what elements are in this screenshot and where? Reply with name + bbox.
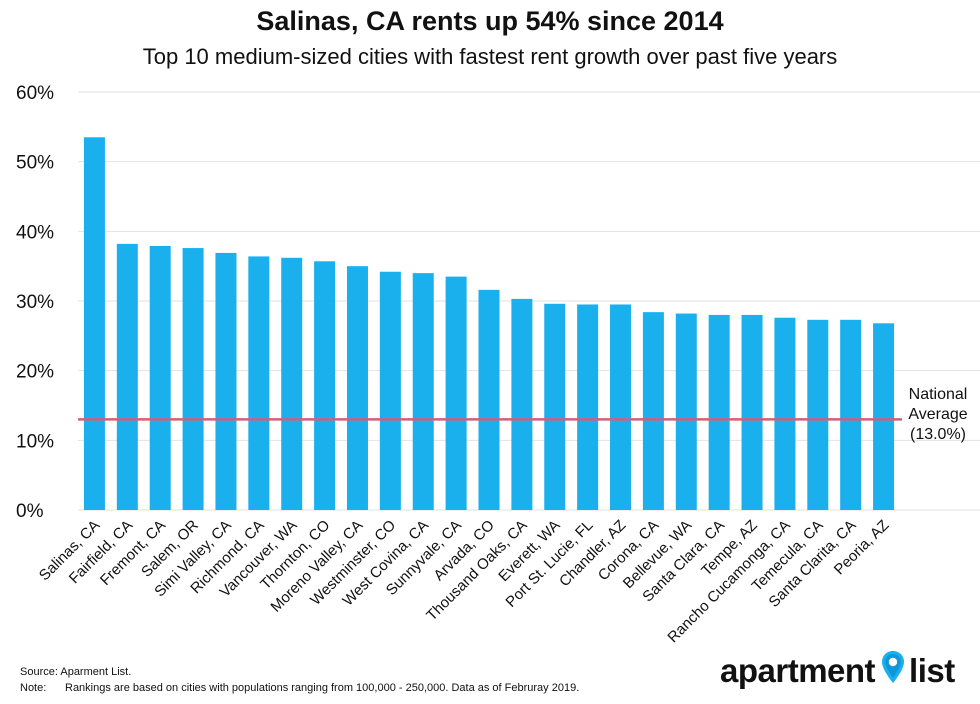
note-text: Rankings are based on cities with popula…: [65, 682, 580, 694]
bar: [116, 243, 138, 510]
y-tick-label: 30%: [16, 292, 54, 313]
apartment-list-logo: apartment list: [720, 646, 955, 696]
bar: [642, 312, 664, 510]
logo-word-list: list: [909, 652, 955, 689]
bar: [215, 252, 237, 510]
y-tick-label: 60%: [16, 83, 54, 104]
bar: [314, 261, 336, 510]
bar: [577, 304, 599, 510]
note-label: Note:: [20, 682, 47, 694]
bar: [675, 313, 697, 510]
bar: [610, 304, 632, 510]
national-average-label: National: [909, 386, 968, 403]
bar: [445, 276, 467, 510]
bar: [248, 256, 270, 510]
chart-subtitle: Top 10 medium-sized cities with fastest …: [142, 44, 838, 69]
y-tick-label: 50%: [16, 153, 54, 174]
source-note: Source: Aparment List.: [20, 666, 132, 678]
logo-word-apartment: apartment: [720, 652, 876, 689]
bar: [412, 273, 434, 510]
bar: [873, 323, 895, 510]
bar: [840, 319, 862, 510]
y-tick-label: 10%: [16, 431, 54, 452]
bar: [478, 289, 500, 510]
chart-title: Salinas, CA rents up 54% since 2014: [256, 6, 724, 36]
bar: [281, 257, 303, 510]
bar: [182, 248, 204, 510]
data-note: Note: Rankings are based on cities with p…: [20, 682, 579, 694]
bar: [774, 317, 796, 510]
bar: [741, 314, 763, 510]
bar: [379, 271, 401, 510]
bar: [708, 314, 730, 510]
y-tick-label: 40%: [16, 222, 54, 243]
bar: [544, 303, 566, 510]
bar: [83, 137, 105, 511]
bar: [149, 245, 171, 511]
y-tick-label: 20%: [16, 362, 54, 383]
bar: [511, 298, 533, 510]
bar: [346, 266, 368, 510]
map-pin-icon: [881, 650, 905, 692]
bar: [807, 319, 829, 510]
y-tick-label: 0%: [16, 501, 44, 522]
national-average-label: Average: [908, 406, 967, 423]
national-average-label: (13.0%): [910, 426, 966, 443]
